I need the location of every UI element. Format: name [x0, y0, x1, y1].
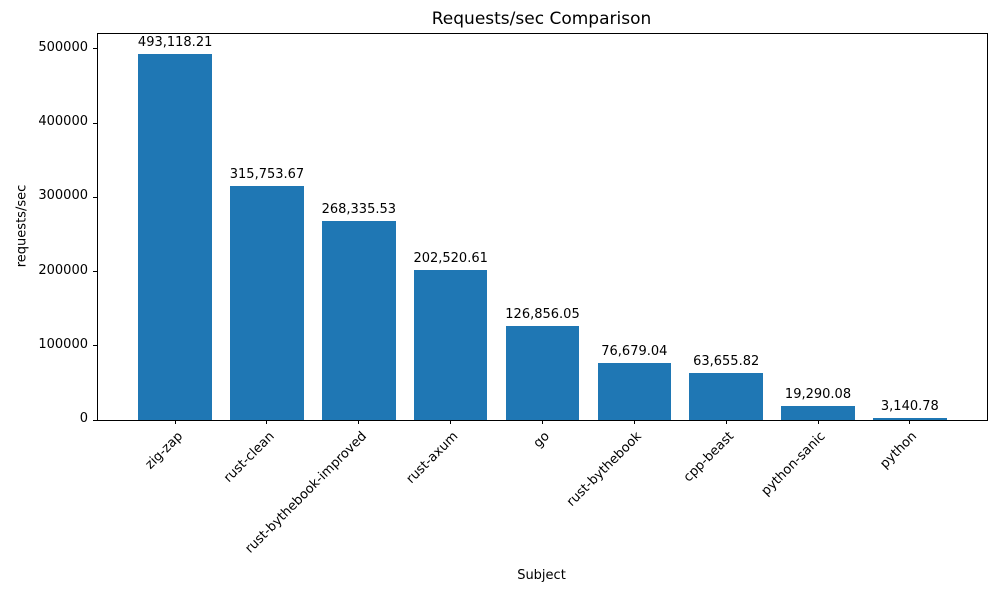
y-tick-mark — [93, 196, 97, 198]
y-tick-mark — [93, 345, 97, 347]
plot-area: 0 100000 200000 300000 400000 500000 493,118.2… — [38, 33, 988, 556]
x-tick-label: zig-zap — [142, 429, 186, 473]
y-tick-mark — [93, 419, 97, 421]
y-tick-mark — [93, 122, 97, 124]
bar — [873, 417, 947, 420]
y-tick-label: 200000 — [38, 262, 88, 278]
bar — [505, 325, 580, 420]
chart-title: Requests/sec Comparison — [431, 9, 652, 29]
bar — [413, 269, 488, 420]
y-tick-mark — [93, 48, 97, 50]
y-tick-mark — [93, 271, 97, 273]
y-tick-label: 100000 — [38, 336, 88, 352]
x-tick-label: rust-bythebook — [564, 429, 645, 510]
bar — [230, 185, 304, 420]
y-axis-label: requests/sec — [14, 184, 30, 268]
bar — [689, 372, 763, 420]
y-tick-label: 300000 — [38, 188, 88, 204]
x-tick-label: cpp-beast — [680, 429, 737, 486]
x-tick-label: rust-axum — [403, 429, 462, 487]
x-tick-mark — [909, 420, 911, 424]
bar — [322, 220, 396, 420]
x-tick-label: python — [877, 429, 921, 472]
bar-value-label: 268,335.53 — [321, 201, 397, 217]
x-tick-mark — [725, 420, 727, 424]
bar-value-label: 76,679.04 — [601, 344, 668, 360]
bar-value-label: 315,753.67 — [229, 166, 305, 182]
bar — [138, 53, 212, 420]
x-tick-mark — [542, 420, 543, 424]
bar-value-label: 19,290.08 — [784, 386, 852, 402]
y-tick-label: 500000 — [38, 39, 88, 55]
x-tick-mark — [266, 420, 268, 424]
bar — [597, 363, 672, 420]
x-tick-mark — [817, 420, 819, 424]
x-tick-mark — [358, 420, 360, 424]
bar-value-label: 493,118.21 — [137, 34, 213, 50]
y-tick-label: 400000 — [38, 114, 88, 130]
x-tick-label: go — [531, 429, 554, 452]
bar-value-label: 126,856.05 — [505, 306, 580, 322]
bar-value-label: 63,655.82 — [693, 353, 760, 369]
x-axis-label: Subject — [517, 568, 566, 583]
bar-value-label: 202,520.61 — [413, 250, 488, 266]
bar-value-label: 3,140.78 — [880, 398, 939, 414]
x-tick-label: rust-clean — [220, 429, 278, 486]
y-tick-label: 0 — [79, 411, 88, 426]
x-tick-mark — [450, 420, 452, 424]
x-tick-mark — [174, 420, 176, 424]
x-tick-mark — [633, 420, 635, 424]
bar — [781, 405, 855, 420]
x-tick-label: python-sanic — [758, 429, 829, 499]
